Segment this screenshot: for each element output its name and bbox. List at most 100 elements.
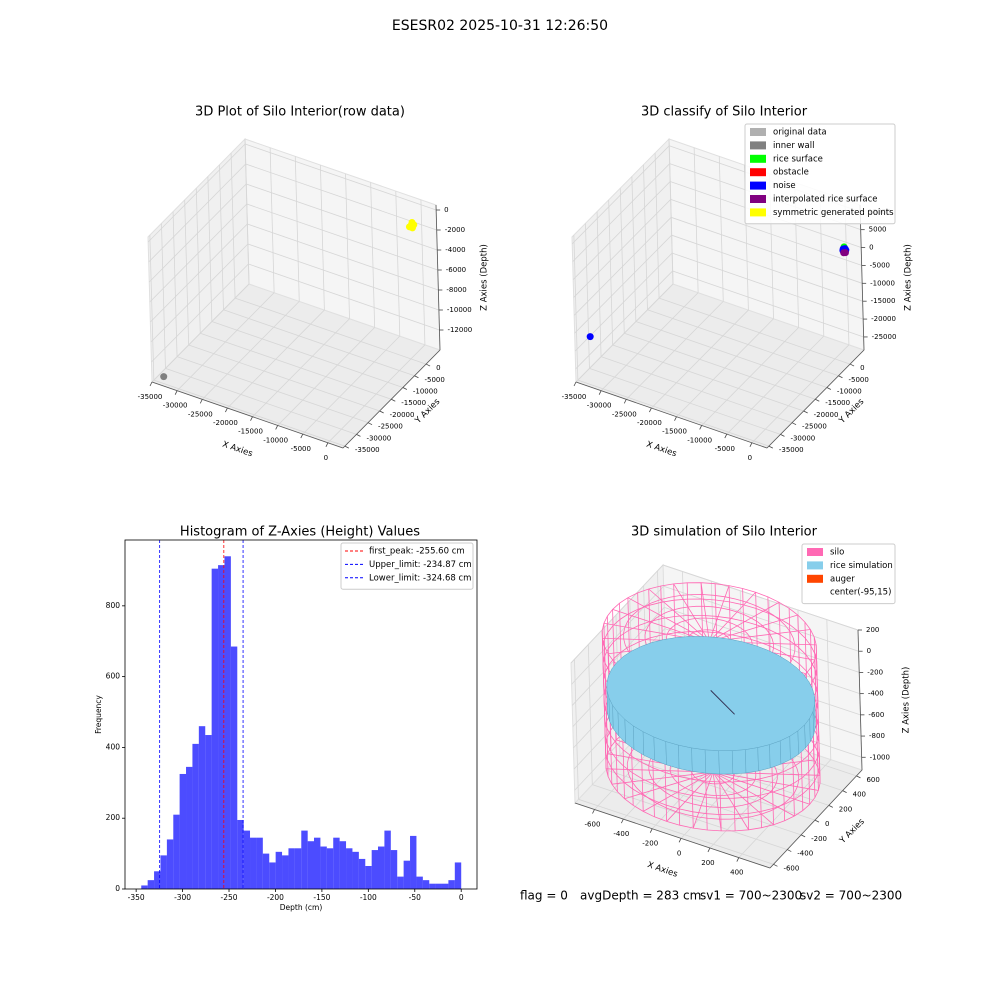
grid-line: [188, 344, 380, 412]
histogram-bar: [314, 837, 321, 889]
tick-mark: [649, 828, 653, 833]
histogram-bar: [237, 819, 244, 889]
z-axis-label: Z Axies (Depth): [904, 244, 914, 311]
chart-title: 3D simulation of Silo Interior: [631, 525, 818, 540]
grid-line: [572, 163, 670, 262]
legend-label: auger: [830, 574, 855, 584]
legend-label: rice simulation: [830, 561, 893, 571]
grid-line: [200, 332, 392, 400]
z-axis-label: Z Axies (Depth): [480, 244, 490, 311]
legend-swatch: [807, 574, 823, 583]
z-tick-label: -6000: [446, 266, 466, 274]
chart-title: 3D classify of Silo Interior: [641, 105, 808, 120]
grid-line: [663, 585, 859, 652]
legend-swatch: [750, 181, 766, 190]
x-tick-label: -20000: [213, 419, 238, 427]
tick-mark: [199, 399, 203, 404]
legend-label: original data: [773, 128, 827, 138]
histogram-bar: [262, 853, 270, 889]
legend-swatch: [750, 141, 766, 150]
tick-mark: [674, 416, 677, 421]
histogram-bar: [422, 880, 430, 889]
histogram-bar: [154, 871, 161, 889]
tick-mark: [838, 375, 843, 379]
histogram-bar: [179, 773, 187, 889]
grid-line: [572, 181, 671, 280]
legend-swatch: [750, 195, 766, 203]
legend-box: [801, 543, 896, 605]
tick-mark: [391, 398, 396, 402]
grid-line: [184, 199, 190, 345]
tick-mark: [826, 387, 832, 390]
grid-line: [571, 145, 670, 245]
silo-post: [815, 644, 821, 776]
y-tick-label: -35000: [779, 446, 804, 454]
silo-spoke: [708, 585, 730, 642]
x-tick-label: -15000: [662, 428, 687, 436]
grid-line: [219, 164, 224, 310]
grid-line: [234, 297, 427, 365]
tick-mark: [749, 442, 753, 447]
y-tick-label: -20000: [390, 411, 415, 419]
x-tick-label: -300: [174, 893, 191, 902]
histogram-bar: [192, 743, 199, 889]
silo-spoke: [627, 597, 710, 642]
histogram-bar: [211, 568, 219, 889]
x-tick-label: -250: [221, 893, 238, 902]
legend-box: [744, 123, 896, 225]
grid-line: [573, 199, 671, 298]
grid-line: [211, 321, 404, 388]
grid-line: [165, 368, 357, 435]
z-axis-label: Z Axies (Depth): [902, 667, 912, 734]
grid-line: [574, 659, 579, 800]
x-tick-label: 400: [730, 869, 743, 877]
tick-mark: [379, 410, 384, 414]
auger: [710, 690, 735, 715]
grid-line: [245, 143, 437, 211]
tick-mark: [300, 433, 304, 439]
histogram-bar: [147, 880, 155, 889]
histogram-bar: [186, 766, 193, 889]
silo-post: [603, 646, 609, 777]
x-tick-label: -30000: [587, 402, 612, 410]
tick-mark: [250, 416, 253, 421]
tick-mark: [149, 381, 153, 387]
z-tick-label: -20000: [871, 315, 896, 323]
tick-mark: [768, 445, 774, 449]
rice-side: [678, 744, 693, 772]
histogram-bar: [224, 556, 231, 889]
y-tick-label: -25000: [802, 423, 827, 431]
grid-line: [149, 235, 155, 381]
grid-line: [589, 368, 781, 435]
x-tick-label: -150: [313, 893, 330, 902]
grid-line: [570, 564, 664, 664]
grid-line: [294, 156, 300, 302]
axis-line: [151, 381, 344, 449]
x-tick-label: -200: [267, 893, 284, 902]
grid-line: [246, 203, 438, 271]
grid-line: [612, 344, 804, 412]
grid-line: [345, 173, 350, 319]
tick-mark: [724, 433, 728, 439]
axis-line: [769, 769, 863, 869]
tick-mark: [736, 857, 740, 862]
grid-line: [420, 199, 426, 345]
histogram-bar: [230, 646, 238, 889]
grid-line: [672, 270, 864, 338]
x-tick-label: -15000: [238, 428, 263, 436]
tick-mark: [623, 399, 627, 404]
y-axis-label: Frequency: [94, 695, 103, 734]
y-tick-label: 800: [106, 601, 121, 610]
grid-line: [147, 143, 246, 243]
tick-mark: [707, 847, 711, 853]
grid-line: [176, 356, 369, 424]
x-tick-label: -10000: [687, 436, 712, 444]
silo-spoke: [709, 614, 798, 642]
y-tick-label: -35000: [355, 446, 380, 454]
rice-side: [691, 747, 707, 774]
silo-spoke: [673, 583, 710, 642]
tick-mark: [225, 407, 228, 413]
axis-line: [342, 349, 441, 449]
legend-swatch: [807, 588, 823, 597]
grid-line: [658, 297, 851, 365]
